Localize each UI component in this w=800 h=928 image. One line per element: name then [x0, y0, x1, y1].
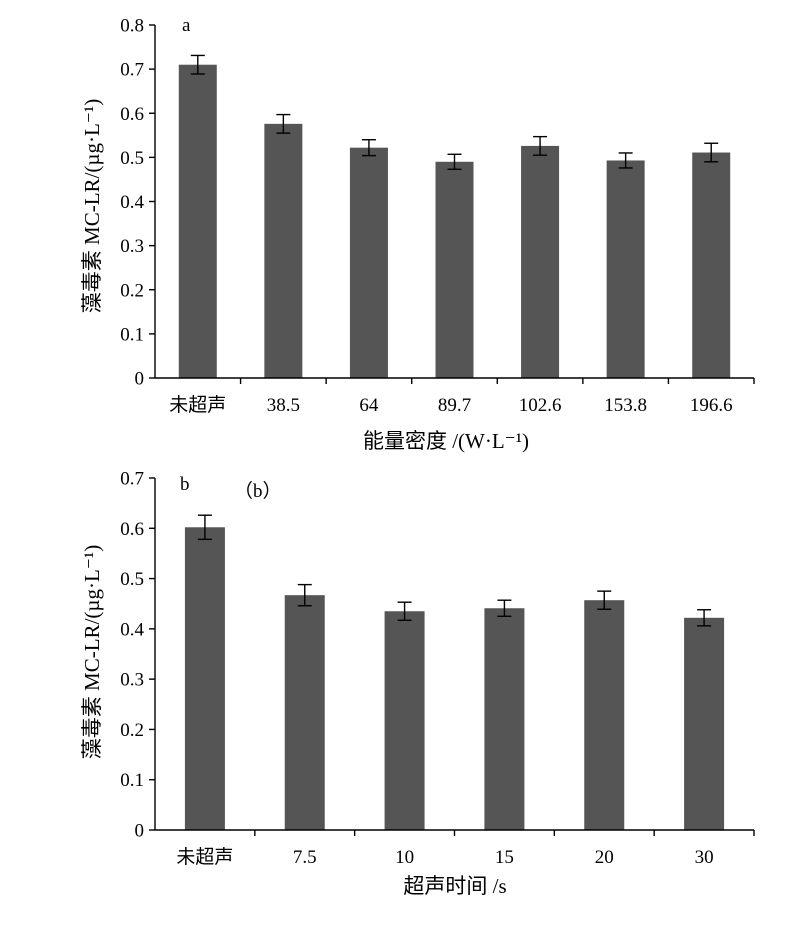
panel-caption-b: （b） [234, 480, 282, 502]
bar [684, 617, 725, 830]
x-tick-label: 10 [395, 847, 414, 868]
x-tick-label: 30 [695, 847, 714, 868]
bar [384, 611, 425, 830]
y-axis-title-a: 藻毒素 MC-LR/(µg·L⁻¹) [80, 99, 104, 313]
y-tick-label: 0.5 [120, 148, 144, 169]
x-tick-label: 未超声 [169, 394, 226, 416]
x-tick-label: 7.5 [293, 847, 317, 868]
y-tick-label: 0.1 [120, 324, 144, 345]
y-tick-label: 0.7 [120, 469, 144, 490]
x-tick-label: 20 [595, 847, 614, 868]
y-axis-title-b: 藻毒素 MC-LR/(µg·L⁻¹) [80, 545, 104, 759]
x-tick-label: 89.7 [438, 395, 471, 416]
x-tick-label: 102.6 [519, 395, 562, 416]
error-bar-group [190, 54, 719, 170]
error-bar-group [197, 514, 712, 627]
x-tick-label: 15 [495, 847, 514, 868]
bar [284, 595, 325, 830]
bar [692, 152, 731, 378]
y-tick-label: 0.1 [120, 770, 144, 791]
x-tick-labels: 未超声 38.5 64 89.7 102.6 153.8 196.6 [169, 394, 732, 416]
bar [264, 123, 303, 378]
y-tick-label: 0.6 [120, 104, 144, 125]
x-axis-title-a: 能量密度 /(W·L⁻¹) [363, 429, 529, 453]
y-tick-labels: 0 0.1 0.2 0.3 0.4 0.5 0.6 0.7 [120, 469, 144, 842]
y-tick-label: 0.4 [120, 619, 144, 640]
bar [349, 147, 388, 378]
axes [149, 477, 755, 836]
chart-panel-b: 00.10.20.30.40.50.60.7 未超声 7.5 10 15 20 30 b … [80, 469, 755, 898]
x-tick-label: 64 [359, 395, 379, 416]
bar [584, 600, 625, 830]
y-tick-label: 0.6 [120, 519, 144, 540]
panel-label-b: b [180, 474, 190, 495]
y-tick-label: 0 [135, 369, 145, 390]
x-tick-label: 38.5 [267, 395, 300, 416]
bar [435, 161, 474, 378]
y-tick-labels: 0 0.1 0.2 0.3 0.4 0.5 0.6 0.7 0.8 [120, 16, 144, 390]
axes [149, 24, 755, 384]
bar-group [184, 527, 725, 830]
y-tick-label: 0.4 [120, 192, 144, 213]
y-tick-label: 0.3 [120, 236, 144, 257]
panel-label-a: a [182, 15, 191, 36]
x-tick-label: 153.8 [604, 395, 647, 416]
x-tick-label: 196.6 [690, 395, 733, 416]
x-axis-title-b: 超声时间 /s [403, 874, 506, 898]
x-tick-label: 未超声 [176, 846, 233, 868]
bar [178, 64, 217, 379]
y-tick-label: 0.3 [120, 670, 144, 691]
y-tick-label: 0.5 [120, 569, 144, 590]
y-tick-label: 0.2 [120, 280, 144, 301]
chart-panel-a: 0 0.1 0.2 0.3 0.4 0.5 0.6 0.7 0.8 未超声 38.5 64 89.7 1… [80, 15, 755, 453]
bar [521, 145, 560, 378]
bar-group [178, 64, 731, 379]
bar [606, 160, 645, 378]
y-tick-label: 0.8 [120, 16, 144, 37]
y-tick-label: 0 [135, 821, 145, 842]
y-tick-label: 0.7 [120, 60, 144, 81]
y-tick-label: 0.2 [120, 720, 144, 741]
bar [484, 608, 525, 830]
x-tick-labels: 未超声 7.5 10 15 20 30 [176, 846, 713, 868]
bar [184, 527, 225, 830]
